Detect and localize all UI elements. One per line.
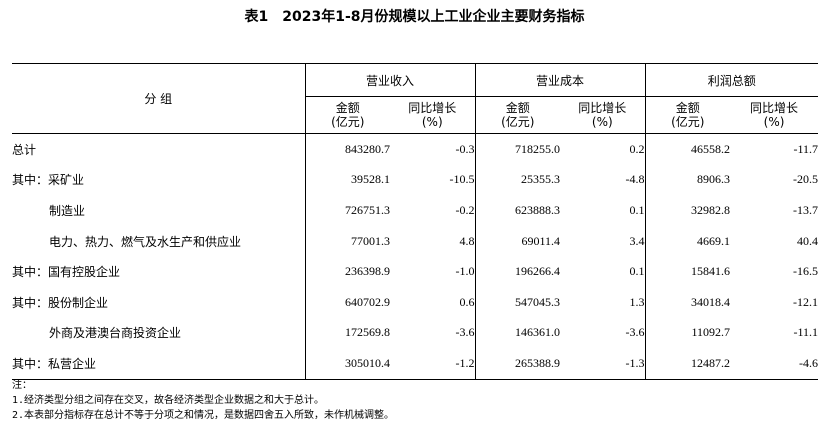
growth-unit: (%) xyxy=(421,115,443,129)
cell-revenue-growth: -0.2 xyxy=(390,195,476,226)
table-row: 电力、热力、燃气及水生产和供应业 77001.3 4.8 69011.4 3.4… xyxy=(12,225,819,257)
cell-profit-growth: -13.7 xyxy=(793,202,819,217)
cell-profit-growth: -16.5 xyxy=(793,264,819,279)
row-label: 外商及港澳台商投资企业 xyxy=(12,317,306,349)
cell-profit-growth: -11.7 xyxy=(793,141,819,156)
group-header: 分 组 xyxy=(12,63,306,134)
amount-label: 金额 xyxy=(335,101,360,115)
cell-cost-amount: 623888.3 xyxy=(515,202,561,217)
cell-cost-growth: 0.2 xyxy=(560,133,646,165)
growth-header: 同比增长 (%) xyxy=(390,96,476,134)
cell-profit-amount: 34018.4 xyxy=(691,294,731,309)
cell-revenue-amount: 640702.9 xyxy=(345,294,390,309)
table-number: 表1 xyxy=(244,9,269,25)
amount-unit: (亿元) xyxy=(501,115,535,129)
cell-profit-amount: 8906.3 xyxy=(697,172,731,187)
row-label: 其中：采矿业 xyxy=(12,164,306,196)
note-item: 2.本表部分指标存在总计不等于分项之和情况，是数据四舍五入所致，未作机械调整。 xyxy=(12,410,395,421)
group-header-revenue: 营业收入 xyxy=(305,63,476,97)
cell-revenue-growth: 0.6 xyxy=(390,286,476,318)
table-notes: 注： 1.经济类型分组之间存在交叉，故各经济类型企业数据之和大于总计。 2.本表… xyxy=(12,378,394,423)
group-header-cost: 营业成本 xyxy=(475,63,646,97)
cell-revenue-growth: -0.3 xyxy=(390,133,476,165)
notes-heading: 注： xyxy=(12,380,32,391)
row-label: 其中：国有控股企业 xyxy=(12,256,306,287)
row-label: 其中：股份制企业 xyxy=(12,286,306,318)
row-label: 其中：私营企业 xyxy=(12,348,306,380)
cell-revenue-amount: 77001.3 xyxy=(351,233,390,248)
amount-unit: (亿元) xyxy=(671,115,705,129)
table-row: 其中：国有控股企业 236398.9 -1.0 196266.4 0.1 158… xyxy=(12,256,818,287)
cell-profit-growth: -20.5 xyxy=(793,172,819,187)
cell-cost-growth: 0.1 xyxy=(560,195,646,226)
cell-cost-amount: 196266.4 xyxy=(515,264,561,279)
cell-cost-amount: 547045.3 xyxy=(515,294,561,309)
amount-unit: (亿元) xyxy=(331,115,365,129)
group-header-profit: 利润总额 xyxy=(645,63,819,97)
row-label: 总计 xyxy=(12,133,306,165)
table-row: 外商及港澳台商投资企业 172569.8 -3.6 146361.0 -3.6 … xyxy=(12,317,819,349)
growth-header: 同比增长 (%) xyxy=(560,96,646,134)
growth-label: 同比增长 xyxy=(750,101,799,115)
table-row: 其中：股份制企业 640702.9 0.6 547045.3 1.3 34018… xyxy=(12,286,819,318)
cell-profit-growth: 40.4 xyxy=(797,233,819,248)
cell-cost-growth: 3.4 xyxy=(560,225,646,257)
cell-revenue-growth: -10.5 xyxy=(390,164,476,196)
cell-profit-amount: 46558.2 xyxy=(691,141,731,156)
cell-profit-amount: 12487.2 xyxy=(691,355,731,370)
table-title: 表1 2023年1-8月份规模以上工业企业主要财务指标 xyxy=(0,6,829,26)
growth-unit: (%) xyxy=(763,115,785,129)
cell-cost-growth: -3.6 xyxy=(560,317,646,349)
row-label: 制造业 xyxy=(12,195,306,226)
amount-header: 金额 (亿元) xyxy=(645,97,730,134)
growth-unit: (%) xyxy=(591,115,613,129)
cell-revenue-growth: -1.0 xyxy=(390,256,476,287)
cell-profit-growth: -12.1 xyxy=(793,294,819,309)
cell-revenue-amount: 39528.1 xyxy=(351,172,390,187)
table-row: 其中：采矿业 39528.1 -10.5 25355.3 -4.8 8906.3… xyxy=(12,164,819,196)
cell-revenue-growth: -3.6 xyxy=(390,317,476,349)
cell-cost-amount: 146361.0 xyxy=(515,325,561,340)
cell-revenue-growth: 4.8 xyxy=(390,225,476,257)
cell-cost-amount: 69011.4 xyxy=(521,233,561,248)
cell-revenue-amount: 236398.9 xyxy=(345,264,390,279)
cell-revenue-growth: -1.2 xyxy=(390,348,476,380)
growth-header: 同比增长 (%) xyxy=(730,97,818,134)
cell-revenue-amount: 726751.3 xyxy=(345,202,390,217)
table-row: 总计 843280.7 -0.3 718255.0 0.2 46558.2 -1… xyxy=(12,133,819,165)
cell-cost-growth: -1.3 xyxy=(560,348,646,380)
cell-profit-amount: 4669.1 xyxy=(697,233,731,248)
row-label: 电力、热力、燃气及水生产和供应业 xyxy=(12,225,306,257)
growth-label: 同比增长 xyxy=(578,101,627,115)
table-title-text: 2023年1-8月份规模以上工业企业主要财务指标 xyxy=(282,9,585,25)
amount-label: 金额 xyxy=(675,101,700,115)
cell-revenue-amount: 305010.4 xyxy=(345,355,390,370)
cell-profit-growth: -4.6 xyxy=(799,355,819,370)
cell-cost-amount: 718255.0 xyxy=(515,141,561,156)
amount-label: 金额 xyxy=(505,101,530,115)
cell-profit-amount: 11092.7 xyxy=(691,325,731,340)
financial-indicators-table: 分 组 营业收入 营业成本 利润总额 金额 (亿元) 同比增长 (%) 金额 (亿元)… xyxy=(12,63,819,380)
cell-revenue-amount: 843280.7 xyxy=(345,141,390,156)
cell-revenue-amount: 172569.8 xyxy=(345,325,390,340)
amount-header: 金额 (亿元) xyxy=(305,97,390,134)
table-row: 制造业 726751.3 -0.2 623888.3 0.1 32982.8 -… xyxy=(12,195,818,226)
amount-header: 金额 (亿元) xyxy=(475,97,560,134)
cell-profit-amount: 32982.8 xyxy=(691,202,731,217)
table-row: 其中：私营企业 305010.4 -1.2 265388.9 -1.3 1248… xyxy=(12,348,819,380)
cell-cost-amount: 265388.9 xyxy=(515,355,561,370)
cell-cost-growth: 0.1 xyxy=(560,256,646,287)
cell-profit-growth: -11.1 xyxy=(793,325,819,340)
growth-label: 同比增长 xyxy=(408,101,457,115)
cell-cost-amount: 25355.3 xyxy=(521,172,561,187)
cell-cost-growth: 1.3 xyxy=(560,286,646,318)
note-item: 1.经济类型分组之间存在交叉，故各经济类型企业数据之和大于总计。 xyxy=(12,395,325,406)
cell-profit-amount: 15841.6 xyxy=(691,264,731,279)
cell-cost-growth: -4.8 xyxy=(560,164,646,196)
